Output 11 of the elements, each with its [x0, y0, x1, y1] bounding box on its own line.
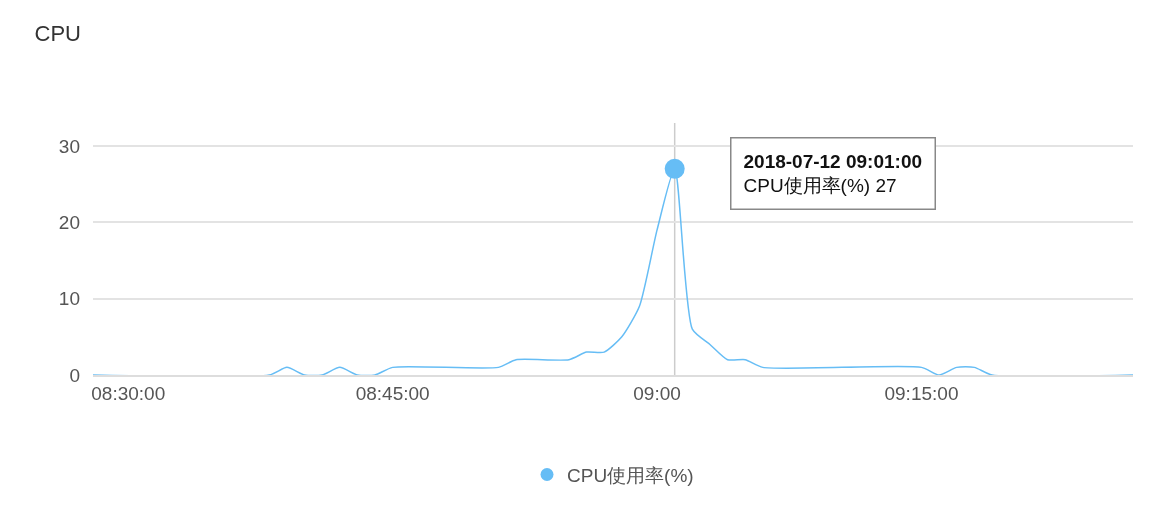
x-tick-label: 08:30:00 [91, 382, 166, 404]
chart-title: CPU [34, 20, 82, 46]
y-tick-label: 30 [58, 135, 80, 157]
x-tick-label: 08:45:00 [355, 382, 430, 404]
legend-label: CPU使用率(%) [567, 464, 694, 486]
y-tick-label: 10 [58, 288, 80, 310]
y-tick-label: 0 [69, 364, 80, 386]
x-tick-label: 09:00 [633, 382, 681, 404]
annotation: 2018-07-12 09:01:00 CPU使用率(%) 27 [743, 150, 923, 197]
x-tick-label: 09:15:00 [884, 382, 959, 404]
y-tick-label: 20 [58, 211, 80, 233]
